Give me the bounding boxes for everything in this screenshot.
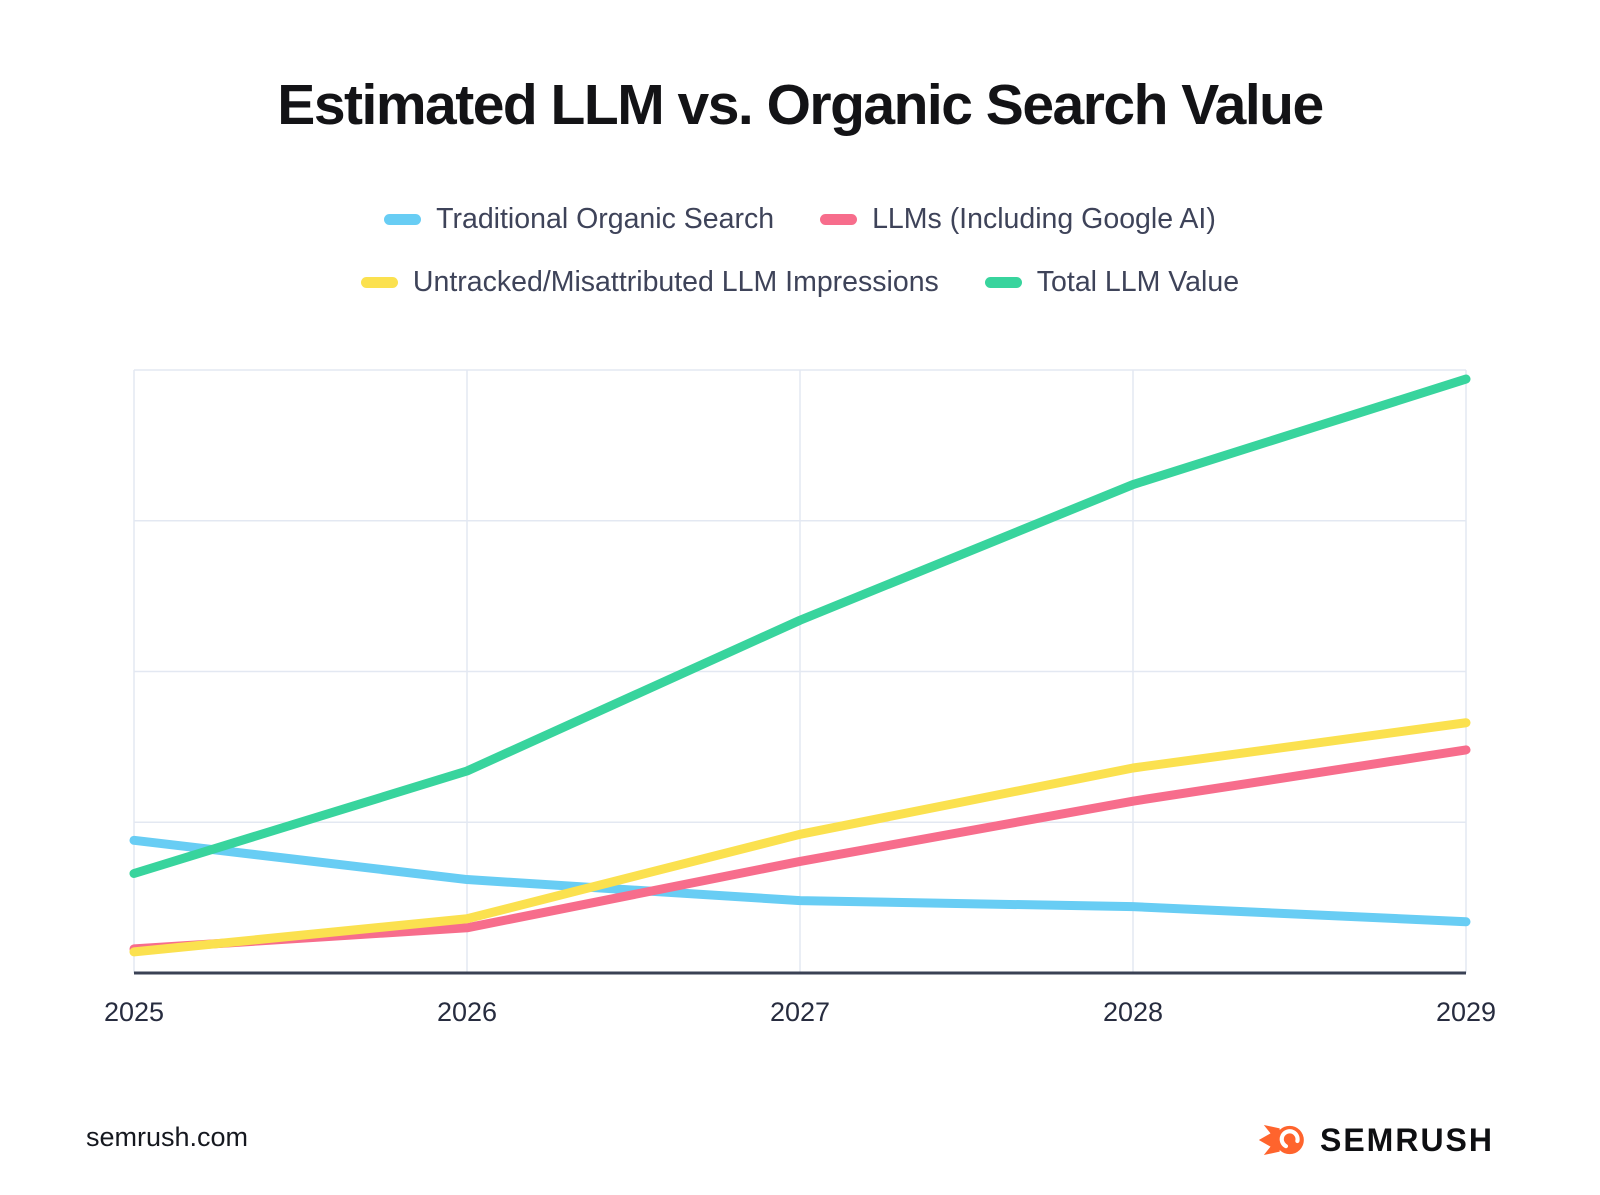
- chart-plot: [129, 369, 1471, 975]
- legend-label: Traditional Organic Search: [436, 203, 775, 235]
- legend-item-llms: LLMs (Including Google AI): [820, 203, 1216, 236]
- legend-item-traditional-organic-search: Traditional Organic Search: [384, 203, 774, 236]
- legend-label: Total LLM Value: [1036, 266, 1240, 298]
- legend-row-1: Traditional Organic Search LLMs (Includi…: [384, 203, 1216, 236]
- legend-swatch-blue: [384, 214, 422, 225]
- legend-row-2: Untracked/Misattributed LLM Impressions …: [360, 266, 1240, 299]
- legend-item-total-llm-value: Total LLM Value: [984, 266, 1240, 299]
- legend-swatch-yellow: [360, 277, 398, 288]
- legend-item-untracked-llm-impressions: Untracked/Misattributed LLM Impressions: [360, 266, 939, 299]
- footer-site-url: semrush.com: [86, 1122, 249, 1152]
- x-tick-2028: 2028: [1102, 997, 1164, 1027]
- semrush-logo: SEMRUSH: [1258, 1118, 1494, 1162]
- legend-label: LLMs (Including Google AI): [872, 203, 1216, 235]
- chart-title: Estimated LLM vs. Organic Search Value: [277, 73, 1324, 137]
- legend-swatch-green: [984, 277, 1022, 288]
- x-axis-labels: 2025 2026 2027 2028 2029: [104, 997, 1496, 1027]
- semrush-logo-text: SEMRUSH: [1319, 1121, 1494, 1158]
- x-tick-2025: 2025: [103, 997, 165, 1027]
- x-tick-2029: 2029: [1435, 997, 1497, 1027]
- legend: Traditional Organic Search LLMs (Includi…: [0, 203, 1600, 299]
- semrush-flame-icon: [1258, 1125, 1304, 1155]
- x-tick-2026: 2026: [436, 997, 498, 1027]
- legend-swatch-pink: [820, 214, 858, 225]
- x-tick-2027: 2027: [769, 997, 831, 1027]
- legend-label: Untracked/Misattributed LLM Impressions: [412, 266, 939, 298]
